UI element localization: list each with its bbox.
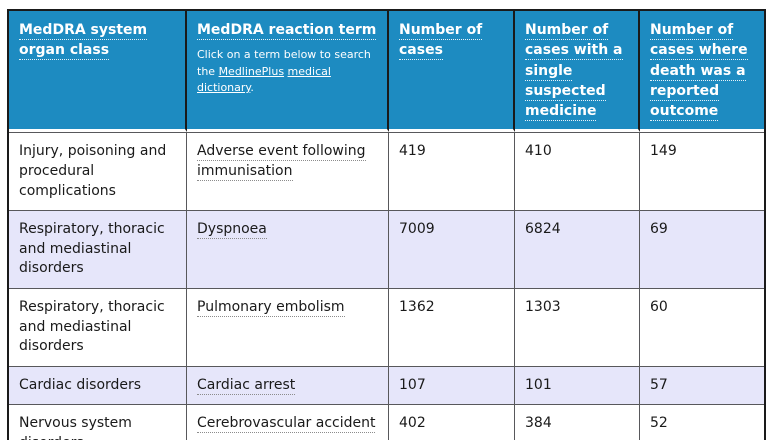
death-outcome-cell: 60: [640, 289, 764, 367]
header-row: MedDRA system organ class MedDRA reactio…: [9, 11, 764, 133]
single-suspected-cell: 101: [515, 366, 640, 406]
organ-class-cell: Respiratory, thoracic and mediastinal di…: [9, 289, 187, 367]
reaction-term-link[interactable]: Adverse event following immunisation: [197, 143, 366, 182]
death-outcome-cell: 57: [640, 366, 764, 406]
cases-cell: 1362: [389, 289, 515, 367]
table-row: Cardiac disorders Cardiac arrest 107 101…: [9, 366, 764, 406]
col-header-organ-class: MedDRA system organ class: [9, 11, 187, 133]
reaction-term-link[interactable]: Cerebrovascular accident: [197, 415, 376, 434]
reaction-term-note: Click on a term below to search the Medl…: [197, 47, 377, 97]
cases-cell: 402: [389, 405, 515, 440]
medical-dictionary-link[interactable]: medical dictionary: [197, 64, 331, 95]
reaction-term-link[interactable]: Dyspnoea: [197, 221, 267, 240]
single-suspected-cell: 1303: [515, 289, 640, 367]
single-suspected-header-link[interactable]: Number of cases with a single suspected …: [525, 22, 623, 122]
table-row: Respiratory, thoracic and mediastinal di…: [9, 289, 764, 367]
table-row: Nervous system disorders Cerebrovascular…: [9, 405, 764, 440]
single-suspected-cell: 6824: [515, 211, 640, 290]
organ-class-cell: Nervous system disorders: [9, 405, 187, 440]
death-outcome-header-link[interactable]: Number of cases where death was a report…: [650, 22, 748, 122]
organ-class-cell: Respiratory, thoracic and mediastinal di…: [9, 211, 187, 290]
cases-header-link[interactable]: Number of cases: [399, 22, 483, 61]
death-outcome-cell: 69: [640, 211, 764, 290]
cases-cell: 419: [389, 132, 515, 212]
death-outcome-cell: 149: [640, 132, 764, 212]
cases-cell: 107: [389, 366, 515, 406]
single-suspected-cell: 410: [515, 132, 640, 212]
reaction-term-link[interactable]: Pulmonary embolism: [197, 299, 345, 318]
organ-class-cell: Cardiac disorders: [9, 366, 187, 406]
reaction-term-cell: Pulmonary embolism: [187, 289, 389, 367]
reaction-term-cell: Dyspnoea: [187, 211, 389, 290]
col-header-death-outcome: Number of cases where death was a report…: [640, 11, 764, 133]
col-header-cases: Number of cases: [389, 11, 515, 133]
cases-cell: 7009: [389, 211, 515, 290]
organ-class-cell: Injury, poisoning and procedural complic…: [9, 132, 187, 212]
death-outcome-cell: 52: [640, 405, 764, 440]
col-header-reaction-term: MedDRA reaction term Click on a term bel…: [187, 11, 389, 133]
note-period: .: [250, 81, 254, 95]
col-header-single-suspected: Number of cases with a single suspected …: [515, 11, 640, 133]
note-text: Click on a term below to search the: [197, 48, 371, 78]
reaction-term-cell: Cerebrovascular accident: [187, 405, 389, 440]
single-suspected-cell: 384: [515, 405, 640, 440]
reaction-term-cell: Cardiac arrest: [187, 366, 389, 406]
reaction-term-cell: Adverse event following immunisation: [187, 132, 389, 212]
reaction-term-header-link[interactable]: MedDRA reaction term: [197, 22, 377, 40]
adverse-events-table: MedDRA system organ class MedDRA reactio…: [7, 9, 766, 440]
organ-class-header-link[interactable]: MedDRA system organ class: [19, 22, 148, 61]
table-row: Respiratory, thoracic and mediastinal di…: [9, 211, 764, 290]
reaction-term-link[interactable]: Cardiac arrest: [197, 376, 296, 395]
table-row: Injury, poisoning and procedural complic…: [9, 132, 764, 212]
medlineplus-link[interactable]: MedlinePlus: [218, 64, 285, 78]
